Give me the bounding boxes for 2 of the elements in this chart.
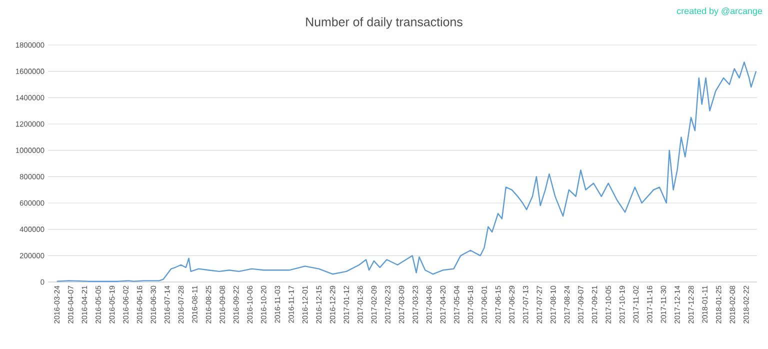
chart-title: Number of daily transactions bbox=[306, 17, 462, 29]
text: created by @arcange bbox=[676, 8, 762, 16]
